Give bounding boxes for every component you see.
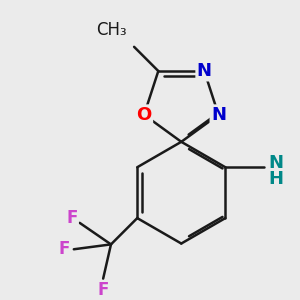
Text: F: F	[58, 240, 70, 258]
Text: CH₃: CH₃	[96, 21, 126, 39]
Text: N: N	[269, 154, 284, 172]
Text: N: N	[211, 106, 226, 124]
Text: F: F	[98, 281, 109, 299]
Text: O: O	[136, 106, 152, 124]
Text: H: H	[269, 170, 284, 188]
Text: F: F	[66, 209, 77, 227]
Text: N: N	[197, 62, 212, 80]
